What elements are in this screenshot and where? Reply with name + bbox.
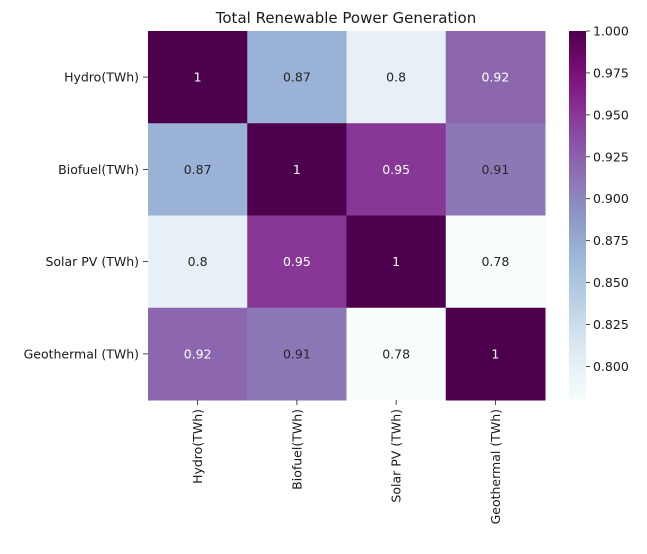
heatmap-cells (148, 31, 546, 401)
heatmap-cell-labels: 1 0.87 0.8 0.92 0.87 1 0.95 0.91 0.8 0.95 1 0.78 0.9… (184, 70, 510, 362)
heatmap-cell (346, 31, 447, 124)
y-tick-label: Biofuel(TWh) (58, 162, 139, 177)
x-axis-ticks: Hydro(TWh) Biofuel(TWh) Solar PV (TWh) Geot… (190, 400, 503, 524)
heatmap-cell (148, 215, 248, 309)
heatmap-cell (346, 215, 447, 309)
heatmap-cell (148, 307, 248, 401)
cell-value-label: 1 (194, 70, 202, 85)
heatmap-cell (445, 307, 546, 401)
colorbar-tick-label: 0.875 (593, 233, 629, 248)
x-tick-label: Solar PV (TWh) (389, 409, 404, 503)
x-tick-label: Biofuel(TWh) (289, 409, 304, 490)
cell-value-label: 0.91 (481, 162, 509, 177)
y-tick-label: Geothermal (TWh) (24, 346, 139, 361)
chart-title: Total Renewable Power Generation (215, 9, 476, 27)
colorbar-tick-label: 0.850 (593, 275, 629, 290)
cell-value-label: 0.87 (184, 162, 212, 177)
cell-value-label: 1 (392, 254, 400, 269)
heatmap-cell (247, 123, 347, 216)
colorbar: 0.800 0.825 0.850 0.875 0.900 0.925 0.950 0.975… (569, 24, 629, 400)
x-tick-label: Hydro(TWh) (190, 409, 205, 484)
heatmap-cell (247, 215, 347, 309)
colorbar-tick-label: 0.825 (593, 317, 629, 332)
heatmap-cell (148, 31, 248, 124)
x-tick-label: Geothermal (TWh) (488, 409, 503, 524)
colorbar-tick-label: 0.975 (593, 65, 629, 80)
cell-value-label: 0.91 (283, 346, 311, 361)
cell-value-label: 0.95 (283, 254, 311, 269)
heatmap-cell (445, 31, 546, 124)
y-tick-label: Solar PV (TWh) (45, 254, 139, 269)
heatmap-cell (148, 123, 248, 216)
cell-value-label: 0.92 (481, 70, 509, 85)
heatmap-cell (247, 307, 347, 401)
colorbar-tick-label: 1.000 (593, 24, 629, 39)
y-tick-label: Hydro(TWh) (64, 70, 139, 85)
cell-value-label: 0.8 (386, 70, 406, 85)
colorbar-tick-label: 0.800 (593, 359, 629, 374)
colorbar-tick-label: 0.900 (593, 191, 629, 206)
heatmap-cell (346, 307, 447, 401)
heatmap-cell (445, 215, 546, 309)
heatmap-cell (445, 123, 546, 216)
heatmap-cell (247, 31, 347, 124)
cell-value-label: 1 (293, 162, 301, 177)
y-axis-ticks: Hydro(TWh) Biofuel(TWh) Solar PV (TWh) Geot… (24, 70, 148, 361)
heatmap-cell (346, 123, 447, 216)
cell-value-label: 1 (491, 346, 499, 361)
cell-value-label: 0.92 (184, 346, 212, 361)
cell-value-label: 0.95 (382, 162, 410, 177)
cell-value-label: 0.78 (382, 346, 410, 361)
cell-value-label: 0.78 (481, 254, 509, 269)
colorbar-tick-label: 0.950 (593, 107, 629, 122)
cell-value-label: 0.8 (188, 254, 208, 269)
cell-value-label: 0.87 (283, 70, 311, 85)
colorbar-gradient (569, 31, 586, 400)
colorbar-tick-label: 0.925 (593, 149, 629, 164)
